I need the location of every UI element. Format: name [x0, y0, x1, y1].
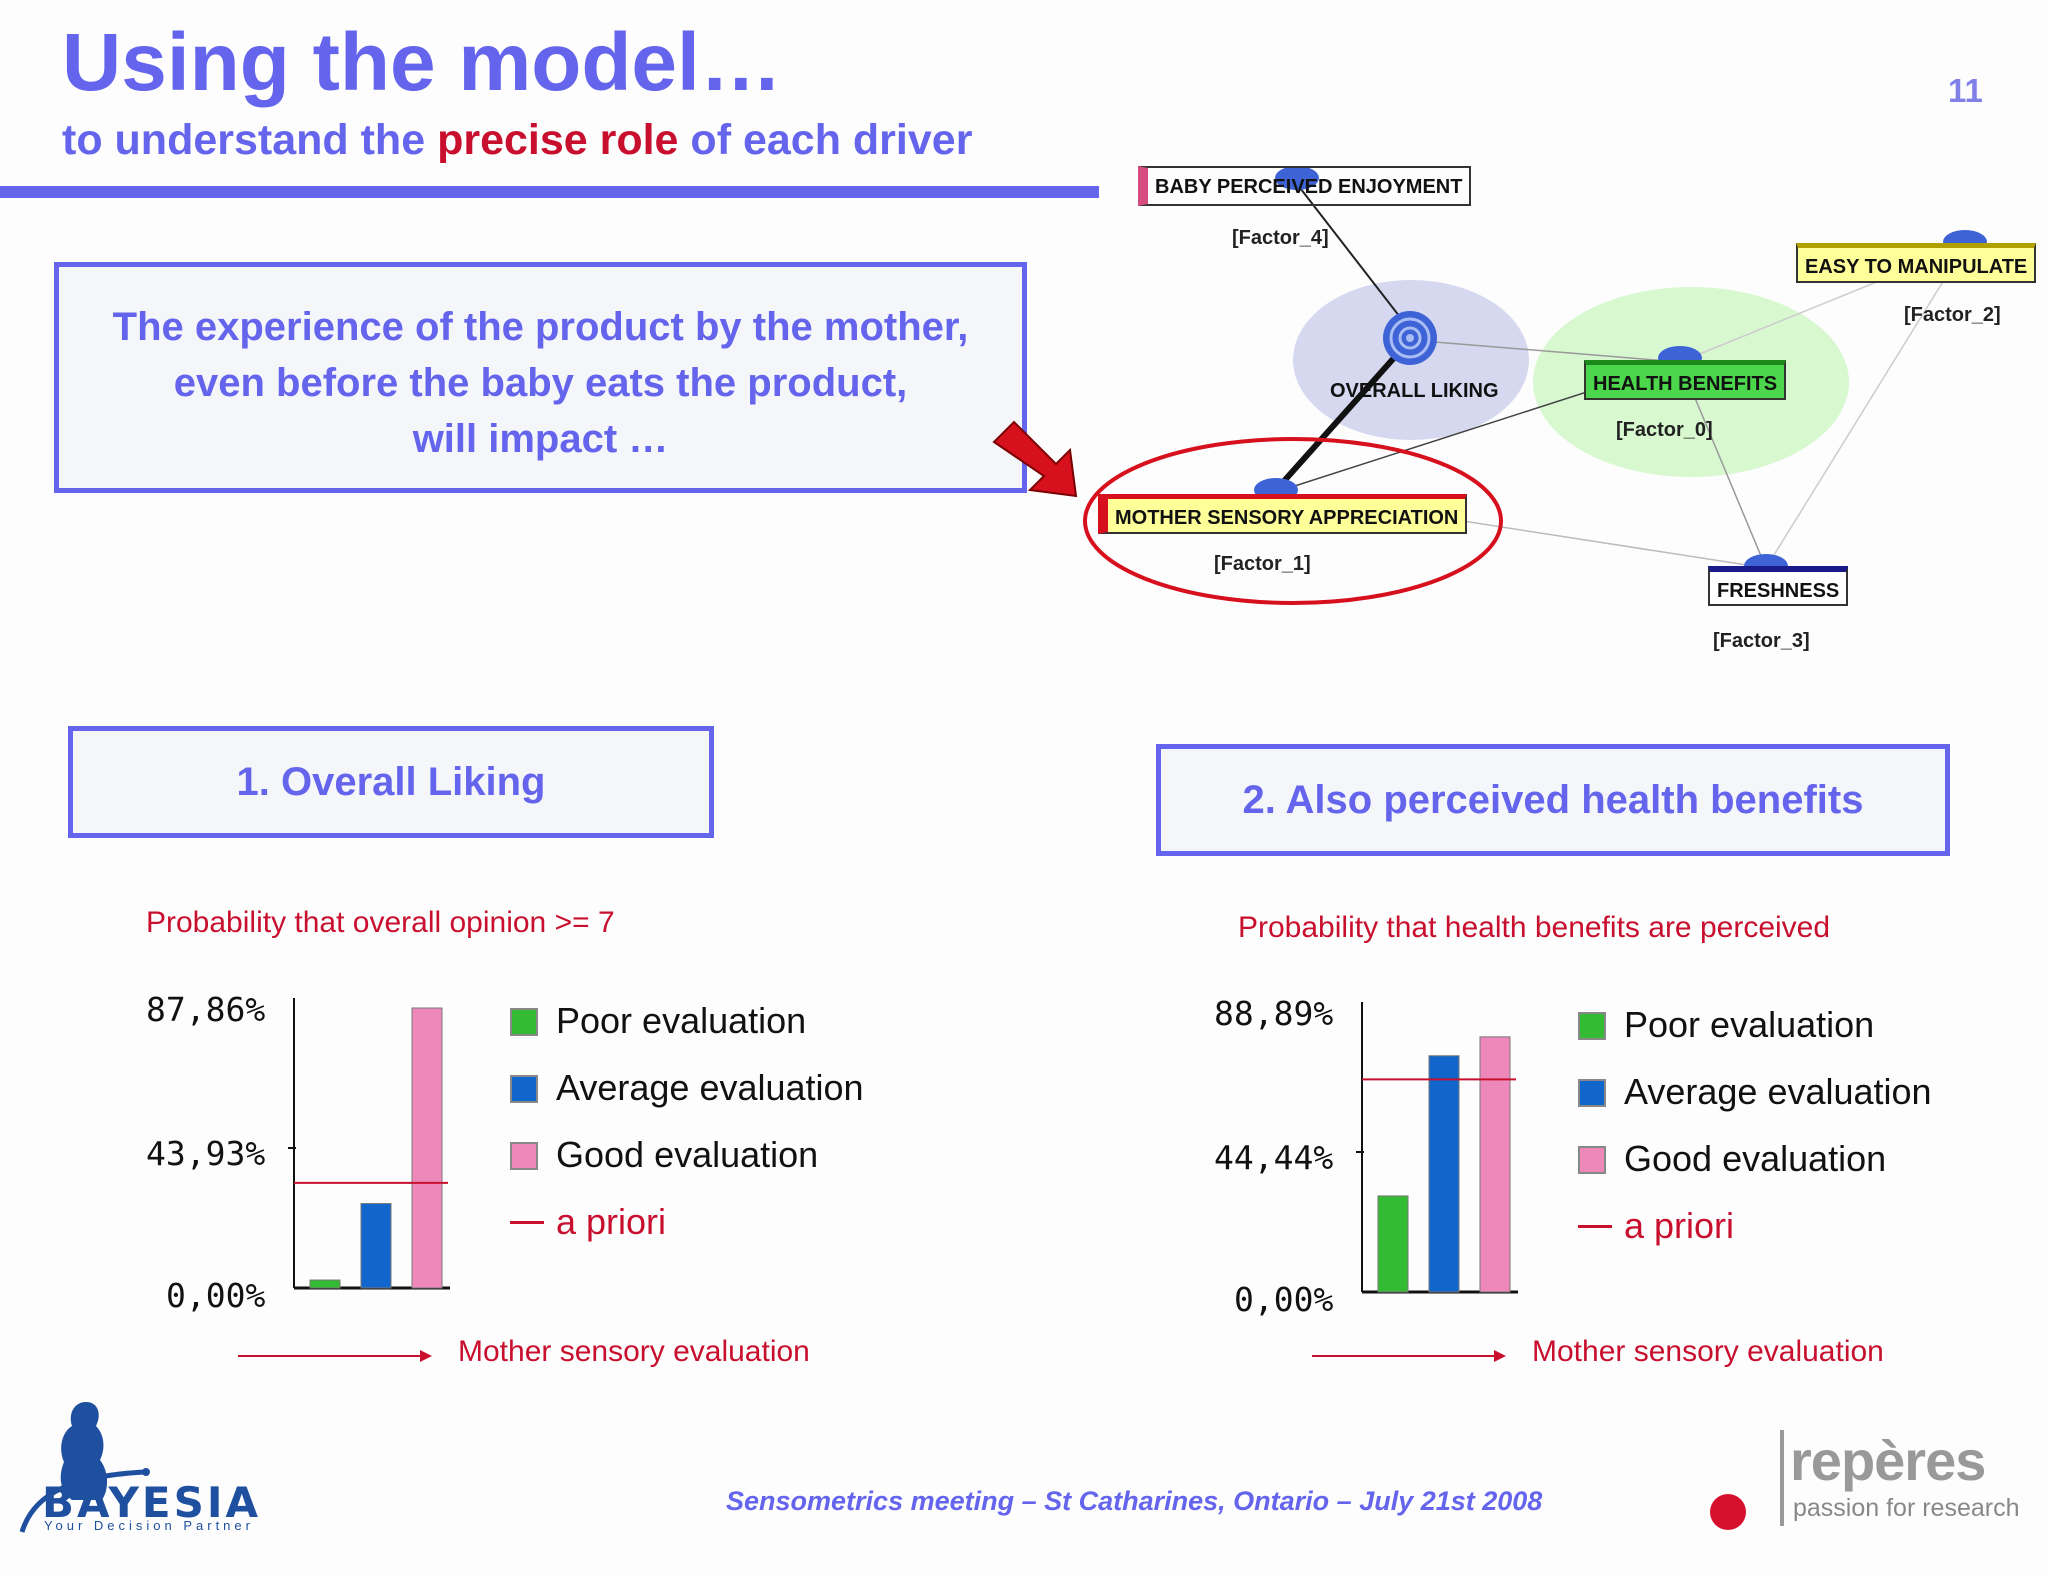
- reperes-bracket-icon: [1780, 1430, 1784, 1526]
- edge-baby-overall: [1296, 183, 1411, 331]
- chart2-bar-good: [1479, 1036, 1511, 1293]
- edge-overall-health: [1409, 339, 1681, 363]
- slide-number: 11: [1948, 72, 1983, 109]
- legend-swatch-good: [1578, 1146, 1606, 1174]
- highlight-ellipse: [1083, 437, 1503, 605]
- node-overall-liking: OVERALL LIKING: [1330, 380, 1499, 402]
- chart2-ytick-max: 88,89%: [1214, 994, 1334, 1033]
- slide-title: Using the model…: [62, 17, 782, 108]
- node-freshness: FRESHNESS: [1708, 566, 1849, 606]
- chart2-ytick-mid: 44,44%: [1214, 1138, 1334, 1177]
- chart2-x-arrow-icon: [1312, 1350, 1506, 1362]
- slide-subtitle: to understand the precise role of each d…: [62, 116, 972, 165]
- legend-swatch-poor: [510, 1008, 538, 1036]
- reperes-tagline: passion for research: [1793, 1494, 2020, 1522]
- bayesia-tagline: Your Decision Partner: [44, 1518, 254, 1533]
- chart1-legend-poor: Poor evaluation: [510, 1000, 806, 1042]
- subtitle-post: of each driver: [678, 116, 973, 164]
- chart1-bar-average: [360, 1203, 392, 1289]
- subtitle-pre: to understand the: [62, 116, 438, 164]
- factor-2-label: [Factor_2]: [1904, 304, 2001, 326]
- experience-line-3: will impact …: [412, 417, 669, 461]
- section-health-benefits: 2. Also perceived health benefits: [1156, 744, 1950, 856]
- legend-apriori-line: [510, 1221, 544, 1224]
- factor-3-label: [Factor_3]: [1713, 630, 1810, 652]
- chart1-x-arrow-icon: [238, 1350, 432, 1362]
- chart2-legend-good: Good evaluation: [1578, 1138, 1886, 1180]
- chart1-bar-good: [411, 1007, 443, 1289]
- node-mother-sensory: MOTHER SENSORY APPRECIATION: [1098, 494, 1468, 534]
- node-health-benefits: HEALTH BENEFITS: [1584, 360, 1787, 400]
- chart1-ytick-mid: 43,93%: [146, 1134, 266, 1173]
- chart2-title: Probability that health benefits are per…: [1238, 911, 1831, 944]
- node-baby-enjoyment: BABY PERCEIVED ENJOYMENT: [1138, 166, 1472, 206]
- edge-easy-freshness: [1765, 245, 1966, 569]
- chart1-ytick-min: 0,00%: [166, 1276, 266, 1315]
- legend-apriori-line: [1578, 1225, 1612, 1228]
- overall-liking-target-icon: [1383, 311, 1437, 365]
- chart1-legend-average: Average evaluation: [510, 1067, 864, 1109]
- footer-meeting: Sensometrics meeting – St Catharines, On…: [726, 1486, 1543, 1516]
- chart2-legend-apriori: a priori: [1578, 1205, 1734, 1247]
- node-easy-manipulate: EASY TO MANIPULATE: [1796, 243, 2037, 283]
- chart1-xlabel: Mother sensory evaluation: [458, 1335, 810, 1368]
- subtitle-highlight: precise role: [437, 116, 679, 164]
- legend-swatch-good: [510, 1142, 538, 1170]
- reperes-dot-icon: [1710, 1494, 1746, 1530]
- bayesia-logo-text: BAYESIA: [42, 1478, 261, 1527]
- title-divider: [0, 186, 1099, 198]
- factor-1-label: [Factor_1]: [1214, 553, 1311, 575]
- factor-0-label: [Factor_0]: [1616, 419, 1713, 441]
- reperes-logo-text: repères: [1790, 1429, 1986, 1492]
- chart1-title: Probability that overall opinion >= 7: [146, 906, 615, 939]
- chart1-ytick-max: 87,86%: [146, 990, 266, 1029]
- legend-swatch-poor: [1578, 1012, 1606, 1040]
- edge-mother-overall: [1273, 338, 1413, 492]
- legend-swatch-average: [1578, 1079, 1606, 1107]
- chart2-xlabel: Mother sensory evaluation: [1532, 1335, 1884, 1368]
- chart2-plot: [1356, 1002, 1518, 1294]
- chart1-bar-poor: [309, 1279, 341, 1289]
- chart1-legend-good: Good evaluation: [510, 1134, 818, 1176]
- bayesia-thinker-logo-icon: [19, 1402, 150, 1533]
- experience-callout: The experience of the product by the mot…: [54, 262, 1027, 493]
- chart1-plot: [288, 998, 450, 1290]
- section-overall-liking: 1. Overall Liking: [68, 726, 714, 838]
- chart2-legend-poor: Poor evaluation: [1578, 1004, 1874, 1046]
- legend-swatch-average: [510, 1075, 538, 1103]
- chart1-legend-apriori: a priori: [510, 1201, 666, 1243]
- pointer-arrow-icon: [992, 420, 1078, 498]
- chart2-bar-average: [1428, 1055, 1460, 1293]
- factor-4-label: [Factor_4]: [1232, 227, 1329, 249]
- experience-line-2: even before the baby eats the product,: [173, 361, 908, 405]
- node-dot-baby-enjoyment: [1275, 166, 1319, 190]
- chart2-legend-average: Average evaluation: [1578, 1071, 1932, 1113]
- experience-line-1: The experience of the product by the mot…: [112, 305, 969, 349]
- bayesian-network-diagram: [1083, 166, 1987, 605]
- chart2-bar-poor: [1377, 1195, 1409, 1293]
- chart2-ytick-min: 0,00%: [1234, 1280, 1334, 1319]
